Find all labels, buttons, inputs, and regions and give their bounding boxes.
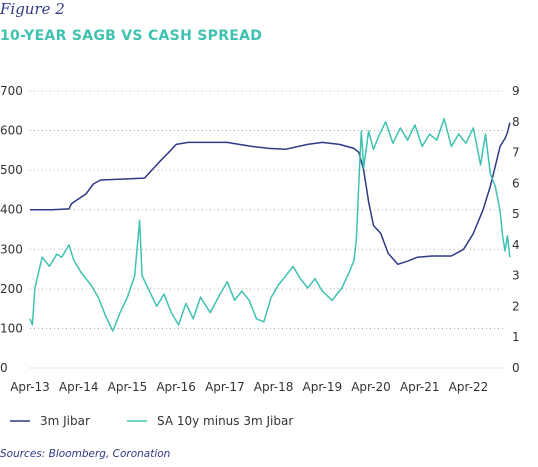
x-axis-tick-label: Apr-21: [400, 380, 440, 394]
left-axis-tick-label: 700: [0, 84, 23, 98]
left-axis-tick-label: 200: [0, 282, 23, 296]
right-axis-tick-label: 7: [512, 146, 520, 160]
series-lines: [29, 117, 511, 332]
right-axis-tick-label: 9: [512, 84, 520, 98]
right-axis-tick-label: 3: [512, 269, 520, 283]
right-axis-tick-label: 2: [512, 299, 520, 313]
chart: 0 100 200 300 400 500 600 700 0 1 2 3 4 5 6 7 8 9 Apr-13…: [0, 84, 520, 428]
right-axis-tick-label: 6: [512, 176, 520, 190]
x-axis-ticks: Apr-13 Apr-14 Apr-15 Apr-16 Apr-17 Apr-18 Apr-…: [10, 380, 488, 394]
x-axis-tick-label: Apr-15: [108, 380, 148, 394]
figure-label: Figure 2: [0, 0, 65, 18]
series-line-3m-jibar: [30, 122, 511, 266]
legend: 3m Jibar SA 10y minus 3m Jibar: [10, 414, 293, 428]
left-axis-tick-label: 300: [0, 242, 23, 256]
legend-label: 3m Jibar: [40, 414, 90, 428]
right-axis-tick-label: 5: [512, 207, 520, 221]
x-axis-tick-label: Apr-20: [351, 380, 391, 394]
left-axis-tick-label: 100: [0, 321, 23, 335]
legend-label: SA 10y minus 3m Jibar: [157, 414, 293, 428]
right-axis-tick-label: 4: [512, 238, 520, 252]
right-axis-tick-label: 1: [512, 330, 520, 344]
left-axis-tick-label: 0: [0, 361, 8, 375]
x-axis-tick-label: Apr-13: [10, 380, 50, 394]
right-axis-tick-label: 8: [512, 115, 520, 129]
right-axis-tick-label: 0: [512, 361, 520, 375]
chart-title: 10-YEAR SAGB VS CASH SPREAD: [0, 28, 263, 44]
x-axis-tick-label: Apr-17: [205, 380, 245, 394]
left-axis-ticks: 0 100 200 300 400 500 600 700: [0, 84, 23, 375]
left-axis-tick-label: 600: [0, 124, 23, 138]
left-axis-tick-label: 500: [0, 163, 23, 177]
x-axis-tick-label: Apr-19: [303, 380, 343, 394]
left-axis-tick-label: 400: [0, 203, 23, 217]
grid-lines: [30, 90, 505, 369]
source-note: Sources: Bloomberg, Coronation: [0, 448, 171, 460]
x-axis-tick-label: Apr-22: [449, 380, 489, 394]
series-line-sa-10y-minus-3m-jibar: [29, 117, 511, 332]
x-axis-tick-label: Apr-14: [59, 380, 99, 394]
right-axis-ticks: 0 1 2 3 4 5 6 7 8 9: [512, 84, 520, 375]
x-axis-tick-label: Apr-16: [156, 380, 196, 394]
x-axis-tick-label: Apr-18: [254, 380, 294, 394]
